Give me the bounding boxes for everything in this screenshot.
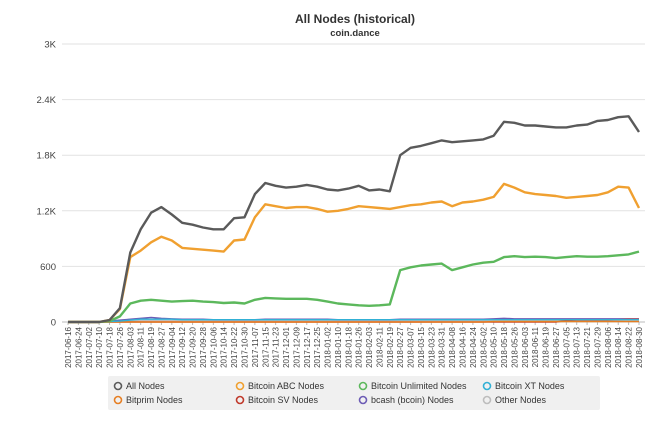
legend-label: bcash (bcoin) Nodes: [371, 395, 454, 405]
x-tick-label: 2017-06-24: [74, 326, 83, 367]
x-tick-label: 2017-11-07: [251, 326, 260, 367]
legend-marker: [358, 395, 368, 405]
series-line: [68, 250, 640, 324]
chart-subtitle: coin.dance: [330, 28, 380, 39]
x-tick-label: 2018-08-14: [614, 326, 623, 367]
legend-label: Bitcoin SV Nodes: [248, 395, 319, 405]
x-tick-label: 2017-12-17: [303, 326, 312, 367]
x-tick-label: 2018-08-06: [604, 326, 613, 367]
x-tick-label: 2018-04-08: [448, 326, 457, 367]
x-tick-label: 2018-07-21: [583, 326, 592, 367]
y-tick-label: 0: [51, 318, 56, 329]
x-tick-label: 2017-07-02: [85, 326, 94, 367]
x-tick-label: 2017-12-01: [282, 326, 291, 367]
x-tick-label: 2017-12-09: [292, 326, 301, 367]
x-tick-label: 2018-02-03: [365, 326, 374, 367]
y-tick-label: 2.4K: [36, 95, 56, 106]
y-axis: 0 600 1.2K 1.8K 2.4K 3K: [36, 40, 56, 329]
legend-background: [108, 376, 600, 410]
series-line: [68, 318, 639, 323]
x-tick-label: 2017-07-18: [106, 326, 115, 367]
x-tick-label: 2018-07-05: [562, 326, 571, 367]
x-tick-label: 2018-07-13: [573, 326, 582, 367]
x-tick-label: 2018-01-02: [324, 326, 333, 367]
x-tick-label: 2017-09-20: [189, 326, 198, 367]
x-tick-label: 2017-11-15: [261, 326, 270, 367]
x-tick-label: 2017-07-26: [116, 326, 125, 367]
x-tick-label: 2018-05-10: [490, 326, 499, 367]
x-tick-label: 2018-03-15: [417, 326, 426, 367]
x-tick-label: 2018-04-24: [469, 326, 478, 367]
x-tick-label: 2018-05-02: [479, 326, 488, 367]
x-tick-label: 2018-01-18: [344, 326, 353, 367]
chart-title: All Nodes (historical): [295, 12, 415, 26]
x-tick-label: 2018-08-30: [635, 326, 644, 367]
x-tick-label: 2017-09-12: [178, 326, 187, 367]
y-tick-label: 1.8K: [36, 151, 56, 162]
legend-label: All Nodes: [126, 381, 165, 391]
legend-label: Other Nodes: [495, 395, 547, 405]
x-tick-label: 2017-09-04: [168, 326, 177, 367]
x-tick-label: 2017-07-10: [95, 326, 104, 367]
legend-marker: [482, 395, 492, 405]
x-tick-label: 2018-06-11: [531, 326, 540, 367]
x-tick-label: 2017-11-23: [272, 326, 281, 367]
x-tick-label: 2017-10-06: [209, 326, 218, 367]
legend-label: Bitcoin ABC Nodes: [248, 381, 325, 391]
x-tick-label: 2018-06-19: [542, 326, 551, 367]
x-tick-label: 2017-08-11: [137, 326, 146, 367]
legend-marker: [235, 395, 245, 405]
y-tick-label: 600: [40, 262, 56, 273]
x-tick-label: 2018-03-23: [427, 326, 436, 367]
legend-label: Bitcoin Unlimited Nodes: [371, 381, 467, 391]
y-tick-label: 3K: [44, 40, 56, 51]
grid: [62, 43, 645, 323]
x-tick-label: 2018-01-10: [334, 326, 343, 367]
legend-marker: [113, 395, 123, 405]
legend-marker: [235, 381, 245, 391]
x-tick-label: 2018-04-16: [459, 326, 468, 367]
series-line: [68, 115, 641, 324]
x-tick-label: 2018-03-07: [407, 326, 416, 367]
x-tick-label: 2018-03-31: [438, 326, 447, 367]
x-tick-label: 2018-02-19: [386, 326, 395, 367]
x-tick-label: 2018-08-22: [625, 326, 634, 367]
x-tick-label: 2017-08-19: [147, 326, 156, 367]
x-tick-label: 2017-10-22: [230, 326, 239, 367]
x-tick-label: 2017-08-03: [126, 326, 135, 367]
legend-label: Bitprim Nodes: [126, 395, 183, 405]
x-tick-label: 2018-01-26: [355, 326, 364, 367]
legend-marker: [482, 381, 492, 391]
legend-label: Bitcoin XT Nodes: [495, 381, 565, 391]
x-tick-label: 2018-06-27: [552, 326, 561, 367]
series-line: [68, 182, 641, 324]
x-tick-label: 2017-12-25: [313, 326, 322, 367]
x-tick-label: 2018-07-29: [593, 326, 602, 367]
x-tick-label: 2017-10-14: [220, 326, 229, 367]
series-lines: [68, 115, 641, 324]
x-tick-label: 2018-02-11: [375, 326, 384, 367]
legend-marker: [113, 381, 123, 391]
x-tick-label: 2017-10-30: [240, 326, 249, 367]
x-tick-label: 2018-06-03: [521, 326, 530, 367]
x-tick-label: 2017-06-16: [64, 326, 73, 367]
legend: All Nodes Bitcoin ABC Nodes Bitcoin Unlimi…: [113, 381, 565, 405]
x-tick-label: 2017-09-28: [199, 326, 208, 367]
x-axis: 2017-06-16 2017-06-24 2017-07-02 2017-07-10…: [64, 322, 644, 368]
x-tick-label: 2018-02-27: [396, 326, 405, 367]
x-tick-label: 2017-08-27: [157, 326, 166, 367]
y-tick-label: 1.2K: [36, 206, 56, 217]
x-tick-label: 2018-05-18: [500, 326, 509, 367]
x-tick-label: 2018-05-26: [510, 326, 519, 367]
series-line: [68, 320, 639, 323]
legend-marker: [358, 381, 368, 391]
